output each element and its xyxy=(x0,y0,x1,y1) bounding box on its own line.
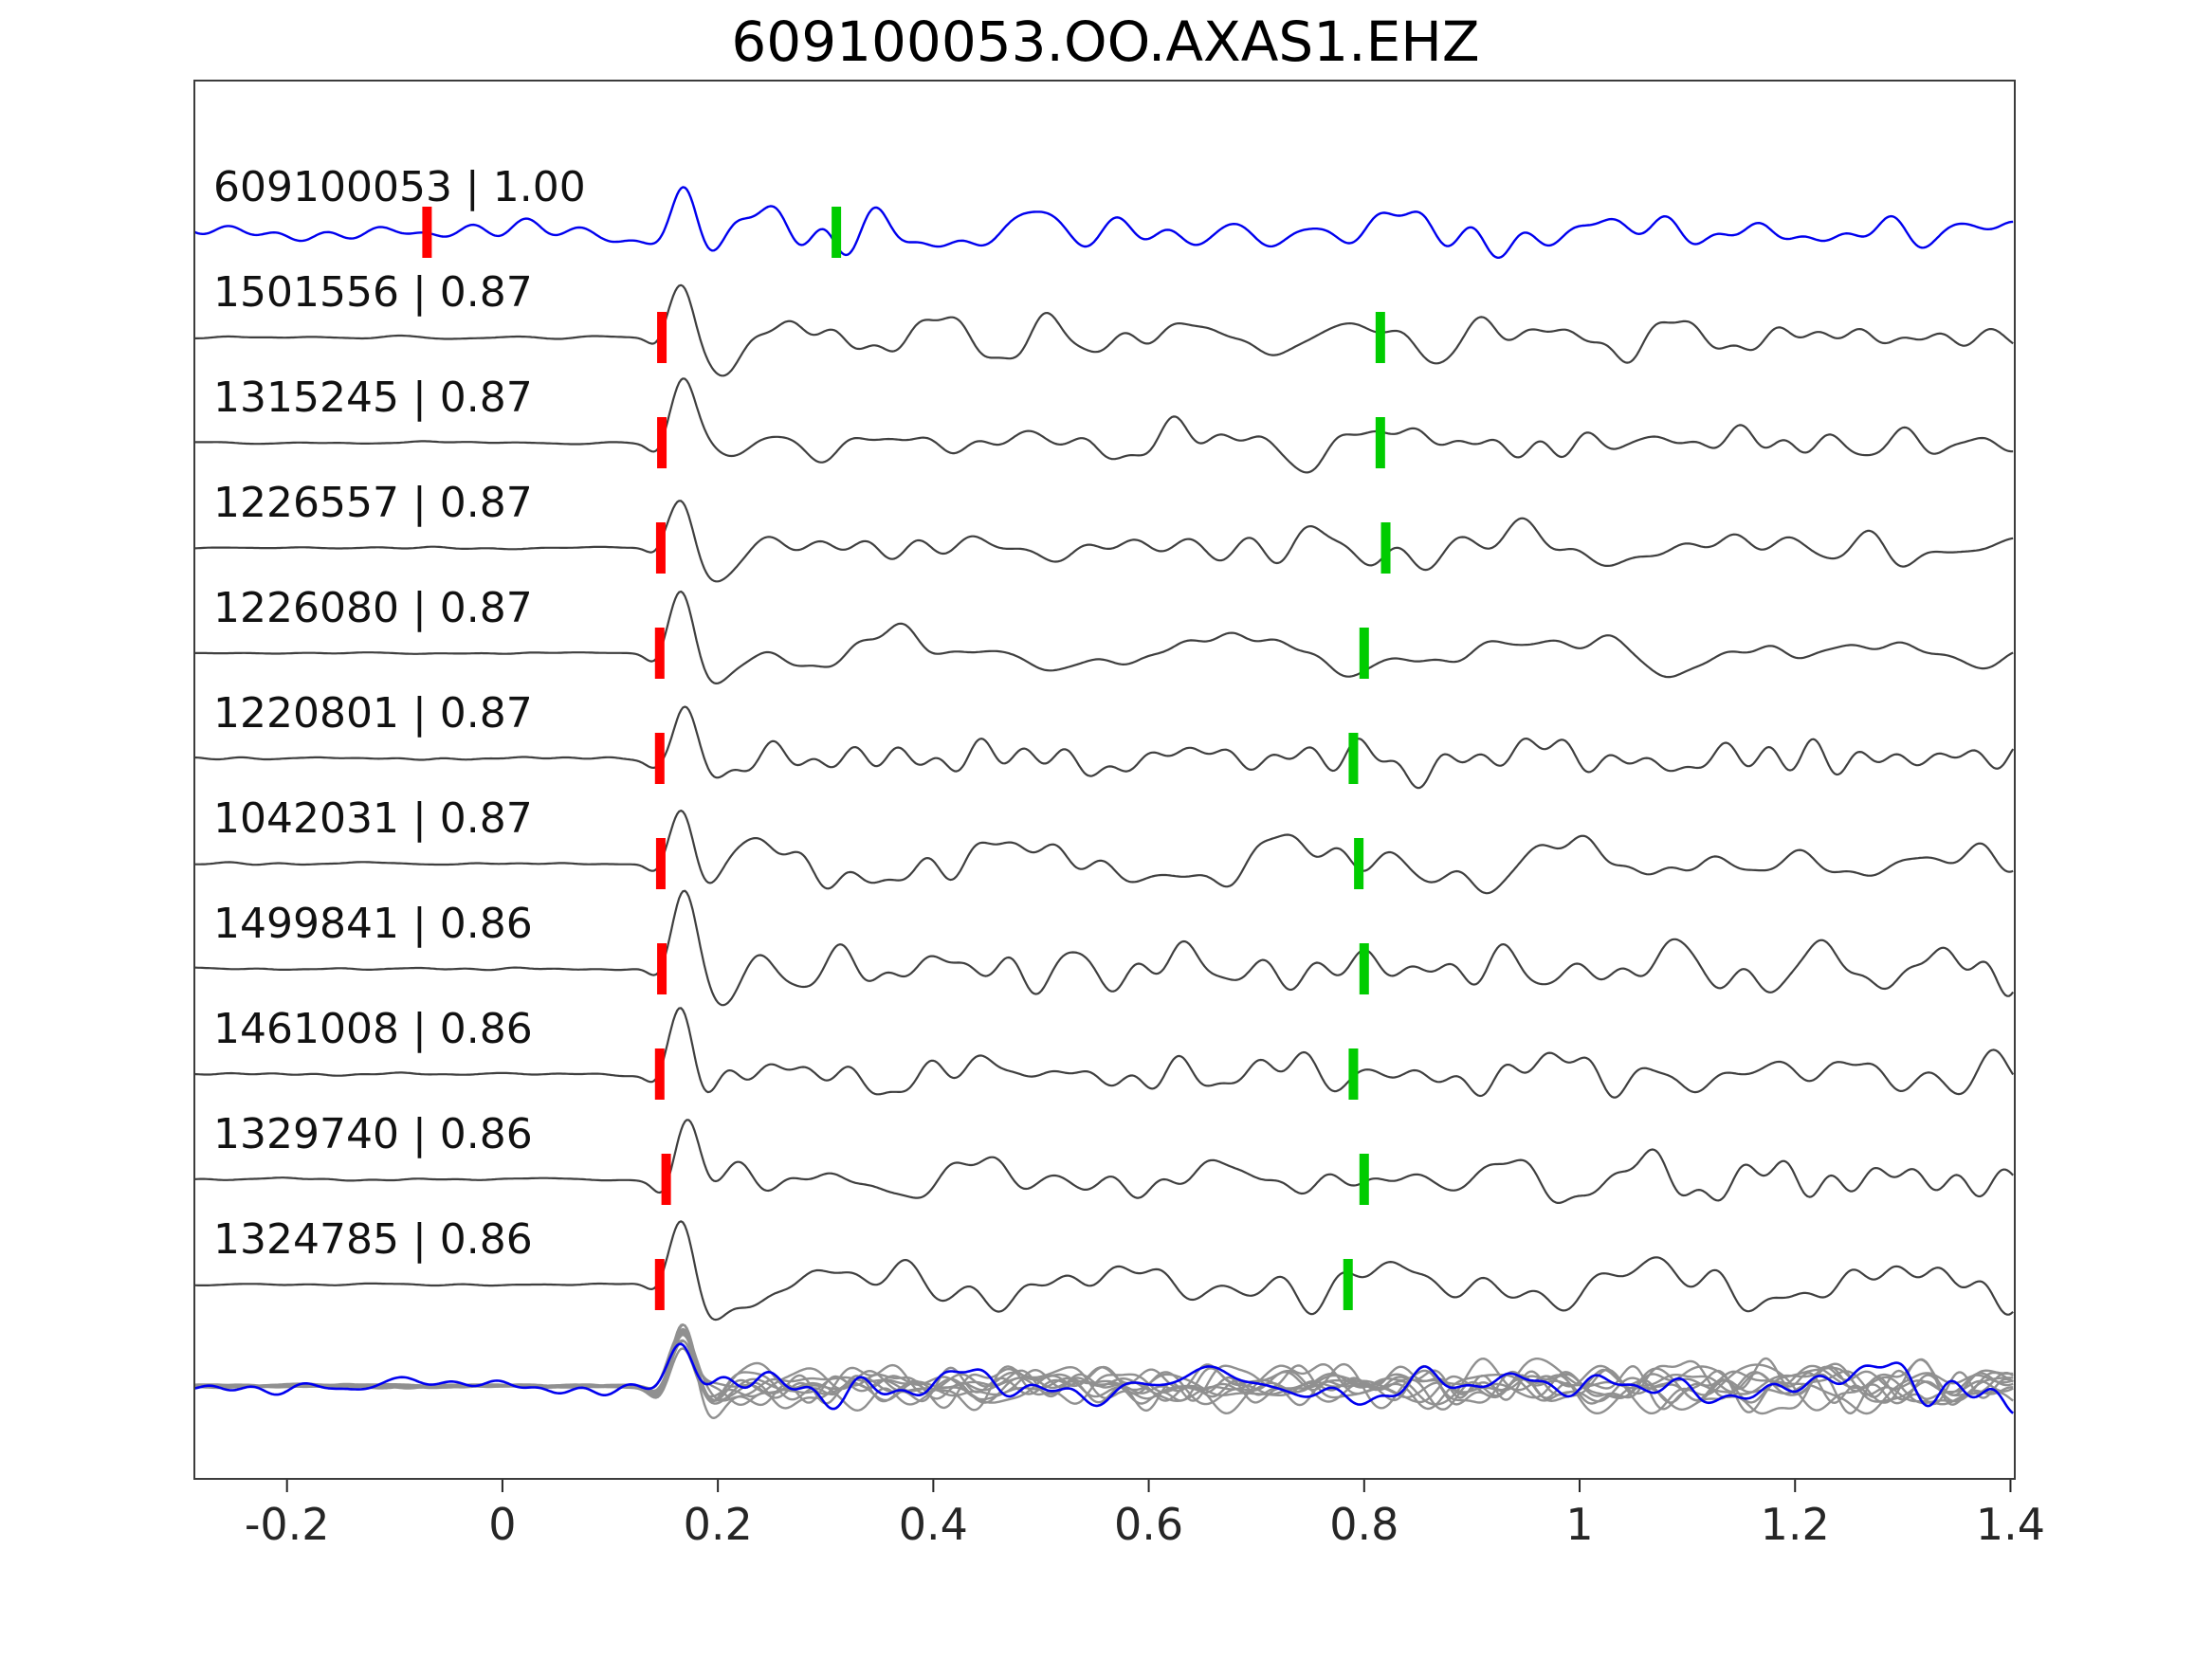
x-axis-tick-label: 0.8 xyxy=(1329,1499,1398,1550)
traces-layer xyxy=(193,186,2015,1420)
trace-label: 1324785 | 0.86 xyxy=(213,1215,533,1264)
trace-label: 1501556 | 0.87 xyxy=(213,268,533,317)
trace-label: 1315245 | 0.87 xyxy=(213,374,533,422)
x-axis-layer: -0.2 0 0.2 0.4 0.6 0.8 1 1.2 1.4 xyxy=(245,1479,2045,1550)
trace-label: 1499841 | 0.86 xyxy=(213,900,533,948)
x-axis-tick-label: 1.4 xyxy=(1976,1499,2045,1550)
detection-waveform xyxy=(193,500,2014,583)
plot-frame xyxy=(193,80,2016,1480)
detection-waveform xyxy=(194,809,2014,895)
detection-waveform xyxy=(193,590,2014,685)
trace-label: 1461008 | 0.86 xyxy=(213,1005,533,1053)
trace-label: 1329740 | 0.86 xyxy=(213,1110,533,1158)
trace-labels-layer: 609100053 | 1.00 1501556 | 0.87 1315245 | … xyxy=(213,163,586,1264)
template-waveform xyxy=(193,186,2014,259)
detection-waveform xyxy=(193,1007,2015,1099)
detection-waveform xyxy=(193,705,2015,790)
x-axis-tick-label: 1.2 xyxy=(1761,1499,1830,1550)
x-axis-tick-label: 0 xyxy=(488,1499,516,1550)
x-axis-tick-label: 0.6 xyxy=(1114,1499,1183,1550)
x-axis-tick-label: 0.2 xyxy=(684,1499,753,1550)
stack-template-waveform xyxy=(193,1342,2015,1414)
figure-title: 609100053.OO.AXAS1.EHZ xyxy=(731,9,1479,74)
trace-label: 1042031 | 0.87 xyxy=(213,794,533,843)
pick-markers-layer xyxy=(422,207,1391,1310)
detection-waveform xyxy=(193,1119,2014,1205)
trace-label: 1226557 | 0.87 xyxy=(213,479,533,527)
detection-waveform xyxy=(193,889,2015,1007)
stack-member-waveform xyxy=(193,1322,2014,1405)
detection-waveform xyxy=(193,283,2014,377)
detection-waveform xyxy=(193,377,2014,474)
trace-label: 609100053 | 1.00 xyxy=(213,163,586,211)
trace-label: 1226080 | 0.87 xyxy=(213,584,533,632)
x-axis-tick-label: -0.2 xyxy=(245,1499,330,1550)
x-axis-tick-label: 1 xyxy=(1565,1499,1593,1550)
detection-waveform xyxy=(193,1220,2014,1322)
x-axis-tick-label: 0.4 xyxy=(899,1499,968,1550)
trace-label: 1220801 | 0.87 xyxy=(213,689,533,738)
